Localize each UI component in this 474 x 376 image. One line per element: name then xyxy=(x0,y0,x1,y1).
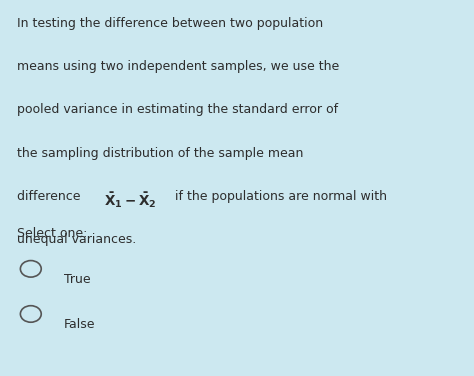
Text: Select one:: Select one: xyxy=(17,227,87,241)
Text: if the populations are normal with: if the populations are normal with xyxy=(171,190,387,203)
Text: $\mathbf{\bar{X}_1 - \bar{X}_2}$: $\mathbf{\bar{X}_1 - \bar{X}_2}$ xyxy=(104,190,156,210)
Text: True: True xyxy=(64,273,91,286)
Text: False: False xyxy=(64,318,95,331)
Text: In testing the difference between two population: In testing the difference between two po… xyxy=(17,17,323,30)
Text: pooled variance in estimating the standard error of: pooled variance in estimating the standa… xyxy=(17,103,337,117)
Text: difference: difference xyxy=(17,190,84,203)
Text: unequal variances.: unequal variances. xyxy=(17,233,136,246)
Text: means using two independent samples, we use the: means using two independent samples, we … xyxy=(17,60,339,73)
Text: the sampling distribution of the sample mean: the sampling distribution of the sample … xyxy=(17,147,303,160)
